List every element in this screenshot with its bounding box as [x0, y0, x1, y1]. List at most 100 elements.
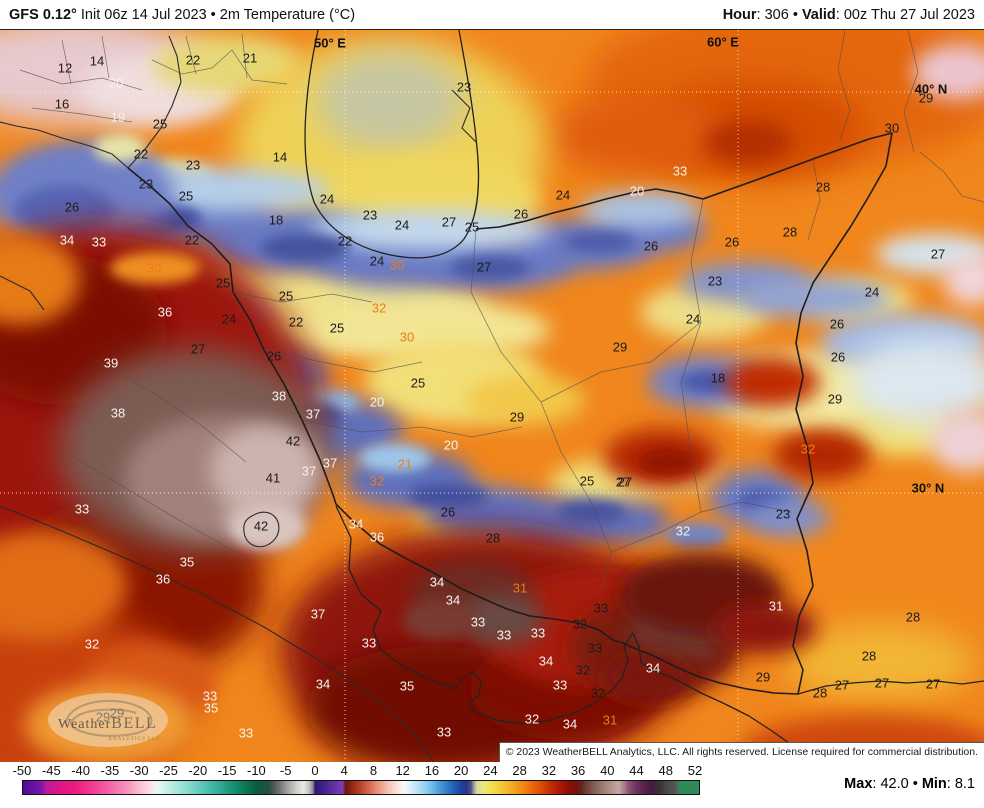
temperature-label: 27	[190, 341, 206, 357]
colorbar-tick: -45	[41, 763, 61, 778]
temperature-label: 29	[755, 669, 771, 685]
temperature-label: 27	[930, 246, 946, 262]
graticule	[0, 30, 984, 762]
colorbar-tick: 0	[311, 763, 319, 778]
logo-subtext: ANALYTICS LLC	[108, 736, 161, 742]
temperature-label: 16	[54, 96, 70, 112]
colorbar-tick: 8	[369, 763, 378, 778]
temperature-label: 32	[84, 636, 100, 652]
temperature-label: 23	[138, 176, 154, 192]
temperature-label: 24	[319, 191, 335, 207]
model-run-title: GFS 0.12° Init 06z 14 Jul 2023 • 2m Temp…	[9, 6, 356, 23]
temperature-label: 34	[348, 516, 364, 532]
temperature-label: 28	[861, 648, 877, 664]
temperature-label: 20	[369, 394, 385, 410]
coordinate-label: 30° N	[911, 480, 945, 496]
coordinate-label: 50° E	[314, 35, 346, 51]
temperature-label: 27	[617, 474, 633, 490]
temperature-label: 36	[155, 571, 171, 587]
temperature-label: 33	[672, 163, 688, 179]
temperature-label: 14	[272, 149, 288, 165]
temperature-label: 39	[103, 355, 119, 371]
legend-footer: -50 -45 -40 -35 -30 -25 -20 -15 -10 -5 0 4 8 12 16 20 24…	[0, 762, 984, 808]
colorbar-tick: -10	[246, 763, 266, 778]
temperature-label: 29	[509, 409, 525, 425]
temperature-label: 24	[555, 187, 571, 203]
temperature-label: 26	[440, 504, 456, 520]
temperature-label: 33	[361, 635, 377, 651]
temperature-label: 26	[266, 348, 282, 364]
temperature-label: 27	[834, 677, 850, 693]
temperature-label: 22	[184, 232, 200, 248]
temperature-label: 26	[829, 316, 845, 332]
colorbar-tick: 48	[658, 763, 673, 778]
temperature-label: 25	[410, 375, 426, 391]
temperature-label: 21	[397, 456, 413, 472]
temperature-label: 33	[202, 688, 218, 704]
temperature-label: 33	[496, 627, 512, 643]
temperature-label: 14	[89, 53, 105, 69]
temperature-label: 12	[57, 60, 73, 76]
svg-text:WeatherBELL: WeatherBELL	[58, 715, 157, 732]
title-bar: GFS 0.12° Init 06z 14 Jul 2023 • 2m Temp…	[0, 0, 984, 30]
temperature-label: 33	[530, 625, 546, 641]
temperature-label: 33	[593, 600, 609, 616]
temperature-label: 37	[301, 463, 317, 479]
temperature-label: 22	[133, 146, 149, 162]
temperature-label: 20	[629, 183, 645, 199]
temperature-label: 34	[645, 660, 661, 676]
temperature-label: 34	[445, 592, 461, 608]
temperature-label: 32	[524, 711, 540, 727]
valid-time-title: Hour: 306 • Valid: 00z Thu 27 Jul 2023	[722, 6, 975, 23]
temperature-label: 27	[441, 214, 457, 230]
temperature-label: 30	[389, 257, 405, 273]
temperature-label: 32	[369, 473, 385, 489]
colorbar-tick: 52	[687, 763, 703, 778]
colorbar-tick: -5	[279, 763, 292, 778]
temperature-label: 18	[268, 212, 284, 228]
temperature-label: 36	[157, 304, 173, 320]
temperature-label: 22	[288, 314, 304, 330]
temperature-label: 31	[512, 580, 528, 596]
colorbar-tick: 40	[600, 763, 615, 778]
temperature-label: 25	[464, 219, 480, 235]
temperature-label: 23	[185, 157, 201, 173]
temperature-label: 28	[815, 179, 831, 195]
temperature-label: 23	[707, 273, 723, 289]
map-raster-art	[0, 30, 984, 762]
colorbar-tick: 24	[483, 763, 498, 778]
temperature-label: 24	[864, 284, 880, 300]
coastlines	[304, 30, 984, 762]
temperature-label: 22	[337, 233, 353, 249]
colorbar-tick: -50	[12, 763, 32, 778]
temperature-label: 35	[179, 554, 195, 570]
temperature-label: 34	[429, 574, 445, 590]
temperature-label: 30	[146, 260, 162, 276]
colorbar-tick: 12	[395, 763, 410, 778]
logo-text-bell: BELL	[111, 715, 157, 732]
temperature-label: 34	[59, 232, 75, 248]
colorbar-tick: 44	[629, 763, 644, 778]
model-name: GFS 0.12°	[9, 6, 77, 23]
temperature-label: 31	[602, 712, 618, 728]
temperature-label: 33	[470, 614, 486, 630]
temperature-label: 38	[110, 405, 126, 421]
temperature-label: 33	[587, 640, 603, 656]
temperature-label: 28	[782, 224, 798, 240]
temperature-label: 42	[253, 518, 269, 534]
colorbar-tick: -30	[129, 763, 149, 778]
temperature-label: 34	[538, 653, 554, 669]
temperature-label: 27	[925, 676, 941, 692]
temperature-label: 20	[443, 437, 459, 453]
coordinate-label: 60° E	[707, 34, 739, 50]
temperature-label: 24	[369, 253, 385, 269]
temperature-label: 32	[575, 662, 591, 678]
temperature-label: 32	[800, 441, 816, 457]
temperature-label: 35	[203, 700, 219, 716]
temperature-label: 27	[615, 474, 631, 490]
temperature-label: 27	[874, 675, 890, 691]
temperature-label: 24	[394, 217, 410, 233]
temperature-label: 32	[371, 300, 387, 316]
temperature-label: 26	[830, 349, 846, 365]
temperature-label: 32	[590, 685, 606, 701]
